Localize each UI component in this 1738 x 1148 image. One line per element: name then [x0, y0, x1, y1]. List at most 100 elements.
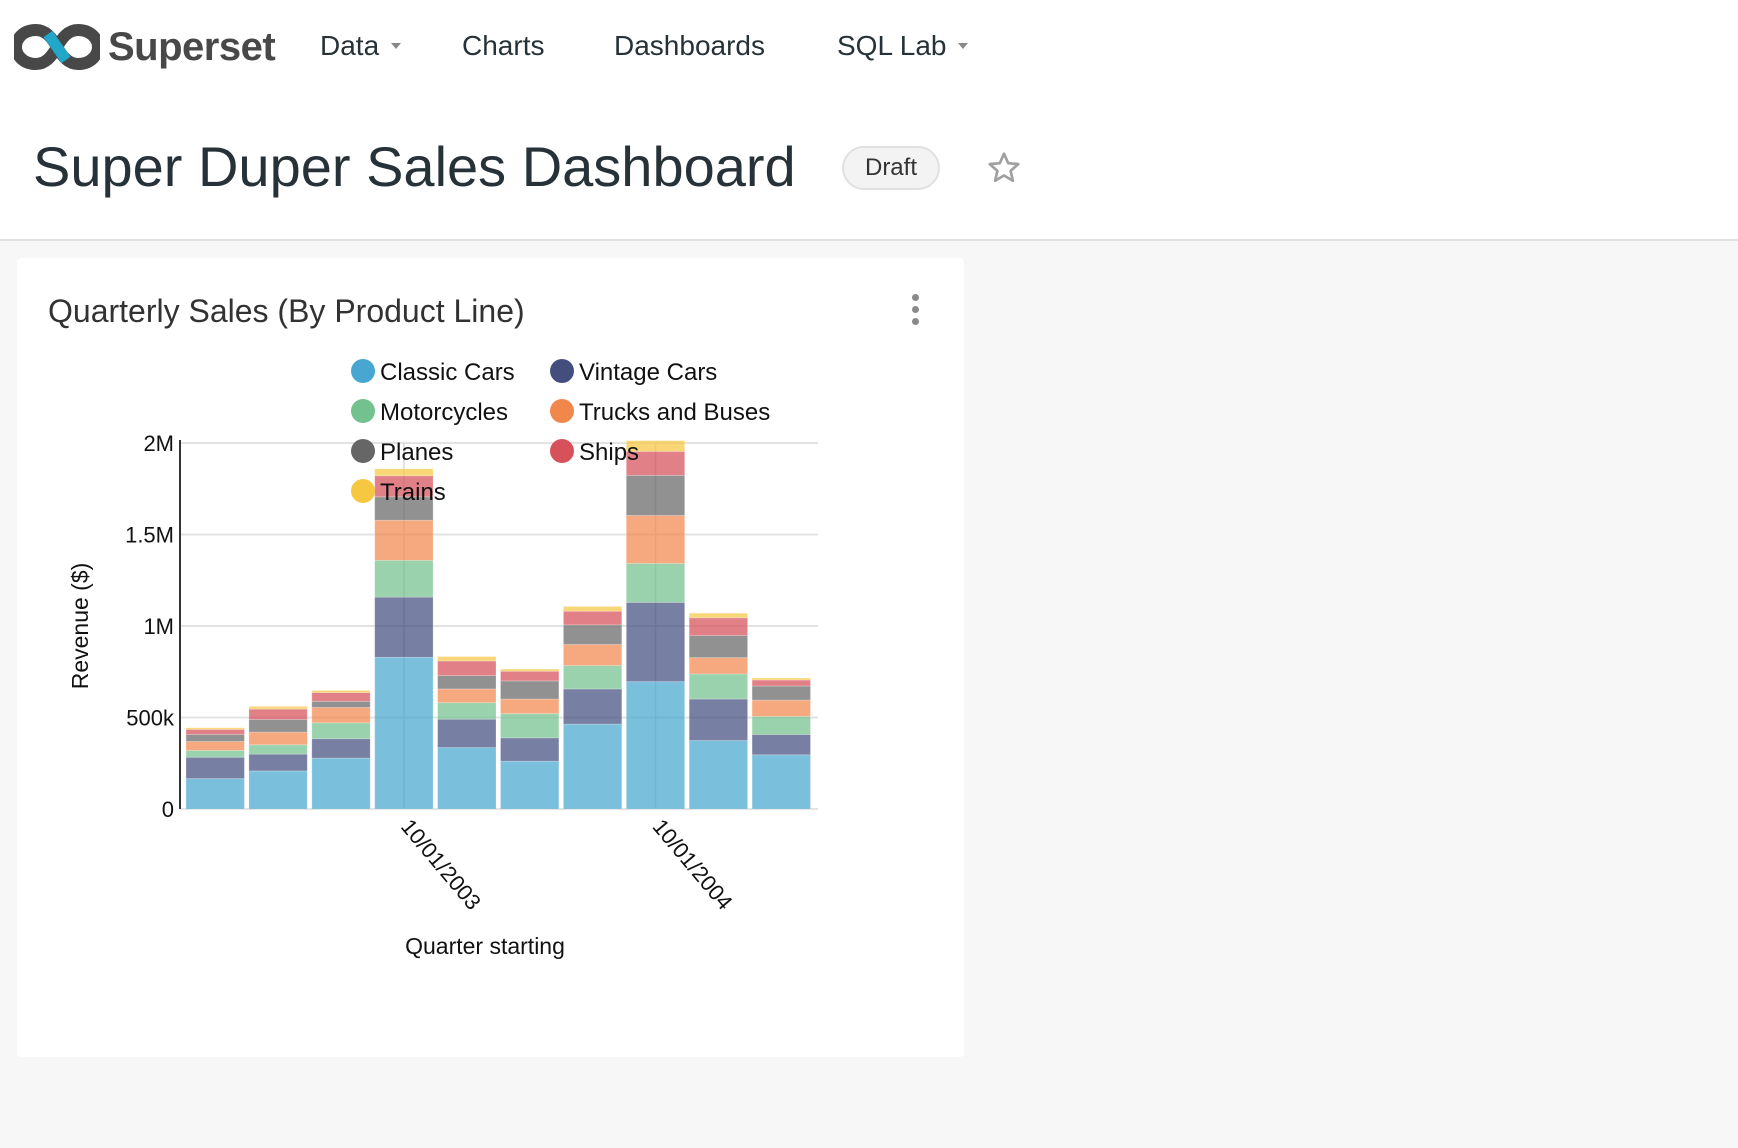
bar-segment-classic-cars: [185, 778, 245, 810]
bar-segment-vintage-cars: [248, 753, 308, 772]
bar-segment-vintage-cars: [751, 734, 811, 756]
bar-segment-planes: [500, 680, 560, 700]
legend-swatch-icon[interactable]: [550, 359, 574, 383]
bar-segment-motorcycles: [374, 559, 434, 598]
bar-segment-planes: [625, 474, 686, 516]
bar-segment-vintage-cars: [311, 738, 371, 759]
y-tick-label: 500k: [126, 706, 175, 731]
bar-segment-planes: [437, 675, 497, 690]
bar-segment-planes: [185, 734, 245, 742]
bar-segment-trucks-and-buses: [500, 698, 560, 715]
bar-segment-motorcycles: [625, 563, 686, 603]
bar-segment-trucks-and-buses: [248, 731, 308, 746]
bar-segment-ships: [311, 692, 371, 702]
y-axis-label: Revenue ($): [67, 563, 93, 690]
caret-down-icon: [958, 43, 969, 49]
bar-segment-classic-cars: [500, 760, 560, 810]
bar-segment-motorcycles: [688, 673, 749, 700]
bar-segment-trains: [688, 612, 749, 619]
bar-segment-trains: [751, 677, 811, 681]
legend-item[interactable]: Ships: [579, 439, 639, 466]
bar-segment-motorcycles: [751, 716, 811, 735]
legend-swatch-icon[interactable]: [351, 359, 375, 383]
top-navbar: Superset Data Charts Dashboards SQL Lab …: [0, 0, 1738, 241]
bar-segment-trains: [248, 705, 308, 710]
bar-segment-trains: [563, 606, 623, 612]
bar-segment-trains: [625, 440, 686, 452]
legend-item[interactable]: Vintage Cars: [579, 359, 717, 386]
bar-segment-planes: [311, 700, 371, 708]
bar-segment-ships: [751, 679, 811, 687]
legend-swatch-icon[interactable]: [351, 399, 375, 423]
y-tick-label: 0: [162, 797, 174, 822]
bar-segment-planes: [688, 635, 749, 659]
bar-segment-vintage-cars: [185, 756, 245, 780]
bar-segment-ships: [437, 660, 497, 676]
bar-segment-vintage-cars: [625, 601, 686, 683]
nav-data-menu[interactable]: Data: [320, 30, 402, 62]
nav-label: Dashboards: [614, 30, 765, 61]
bar-segment-trucks-and-buses: [563, 644, 623, 666]
x-axis-label: Quarter starting: [405, 933, 565, 959]
x-tick-label: 10/01/2003: [396, 814, 486, 914]
bar-segment-classic-cars: [311, 757, 371, 810]
legend-swatch-icon[interactable]: [550, 399, 574, 423]
legend-swatch-icon[interactable]: [550, 439, 574, 463]
bar-segment-motorcycles: [311, 722, 371, 740]
bar-segment-planes: [248, 719, 308, 733]
y-tick-label: 2M: [143, 431, 174, 456]
y-tick-label: 1.5M: [125, 523, 174, 548]
bar-segment-classic-cars: [751, 754, 811, 810]
bar-segment-trucks-and-buses: [374, 519, 434, 561]
bar-segment-planes: [563, 624, 623, 645]
nav-charts[interactable]: Charts: [462, 30, 544, 62]
bar-segment-trucks-and-buses: [625, 515, 686, 564]
bar-segment-trains: [500, 668, 560, 672]
star-icon[interactable]: [986, 150, 1022, 186]
bar-segment-classic-cars: [374, 656, 434, 810]
bar-segment-trains: [311, 690, 371, 694]
x-tick-label: 10/01/2004: [648, 814, 738, 914]
bar-segment-ships: [185, 728, 245, 735]
bar-segment-trucks-and-buses: [311, 707, 371, 724]
nav-label: Charts: [462, 30, 545, 61]
legend-item[interactable]: Trucks and Buses: [579, 399, 770, 426]
bar-segment-trains: [185, 727, 245, 730]
dashboard-title[interactable]: Super Duper Sales Dashboard: [33, 135, 796, 198]
bar-segment-classic-cars: [625, 681, 686, 810]
bar-segment-trucks-and-buses: [688, 657, 749, 675]
bar-segment-trucks-and-buses: [751, 699, 811, 717]
y-tick-label: 1M: [143, 614, 174, 639]
bar-segment-motorcycles: [185, 750, 245, 758]
bar-segment-trucks-and-buses: [437, 688, 497, 704]
chart-title[interactable]: Quarterly Sales (By Product Line): [48, 293, 525, 329]
legend-swatch-icon[interactable]: [351, 439, 375, 463]
bar-segment-ships: [248, 708, 308, 720]
bar-segment-vintage-cars: [374, 596, 434, 658]
kebab-menu-icon[interactable]: [908, 294, 922, 330]
nav-dashboards[interactable]: Dashboards: [614, 30, 765, 62]
infinity-logo-icon: [14, 23, 100, 71]
superset-logo[interactable]: Superset: [14, 22, 276, 72]
bar-segment-vintage-cars: [688, 698, 749, 741]
bar-segment-motorcycles: [500, 713, 560, 739]
bar-segment-motorcycles: [437, 702, 497, 720]
legend-item[interactable]: Motorcycles: [380, 399, 508, 426]
legend-item[interactable]: Classic Cars: [380, 359, 515, 386]
nav-sql-lab-menu[interactable]: SQL Lab: [837, 30, 969, 62]
status-badge: Draft: [842, 146, 940, 190]
bar-segment-classic-cars: [688, 740, 749, 810]
bar-segment-classic-cars: [563, 723, 623, 810]
bar-segment-vintage-cars: [563, 688, 623, 725]
legend-item[interactable]: Planes: [380, 439, 453, 466]
bar-segment-planes: [751, 685, 811, 701]
caret-down-icon: [391, 43, 402, 49]
brand-name: Superset: [108, 24, 276, 69]
nav-label: Data: [320, 30, 380, 61]
legend-item[interactable]: Trains: [380, 479, 446, 506]
legend-swatch-icon[interactable]: [351, 479, 375, 503]
bar-segment-motorcycles: [563, 665, 623, 690]
bar-segment-ships: [500, 670, 560, 682]
bar-segment-motorcycles: [248, 744, 308, 755]
